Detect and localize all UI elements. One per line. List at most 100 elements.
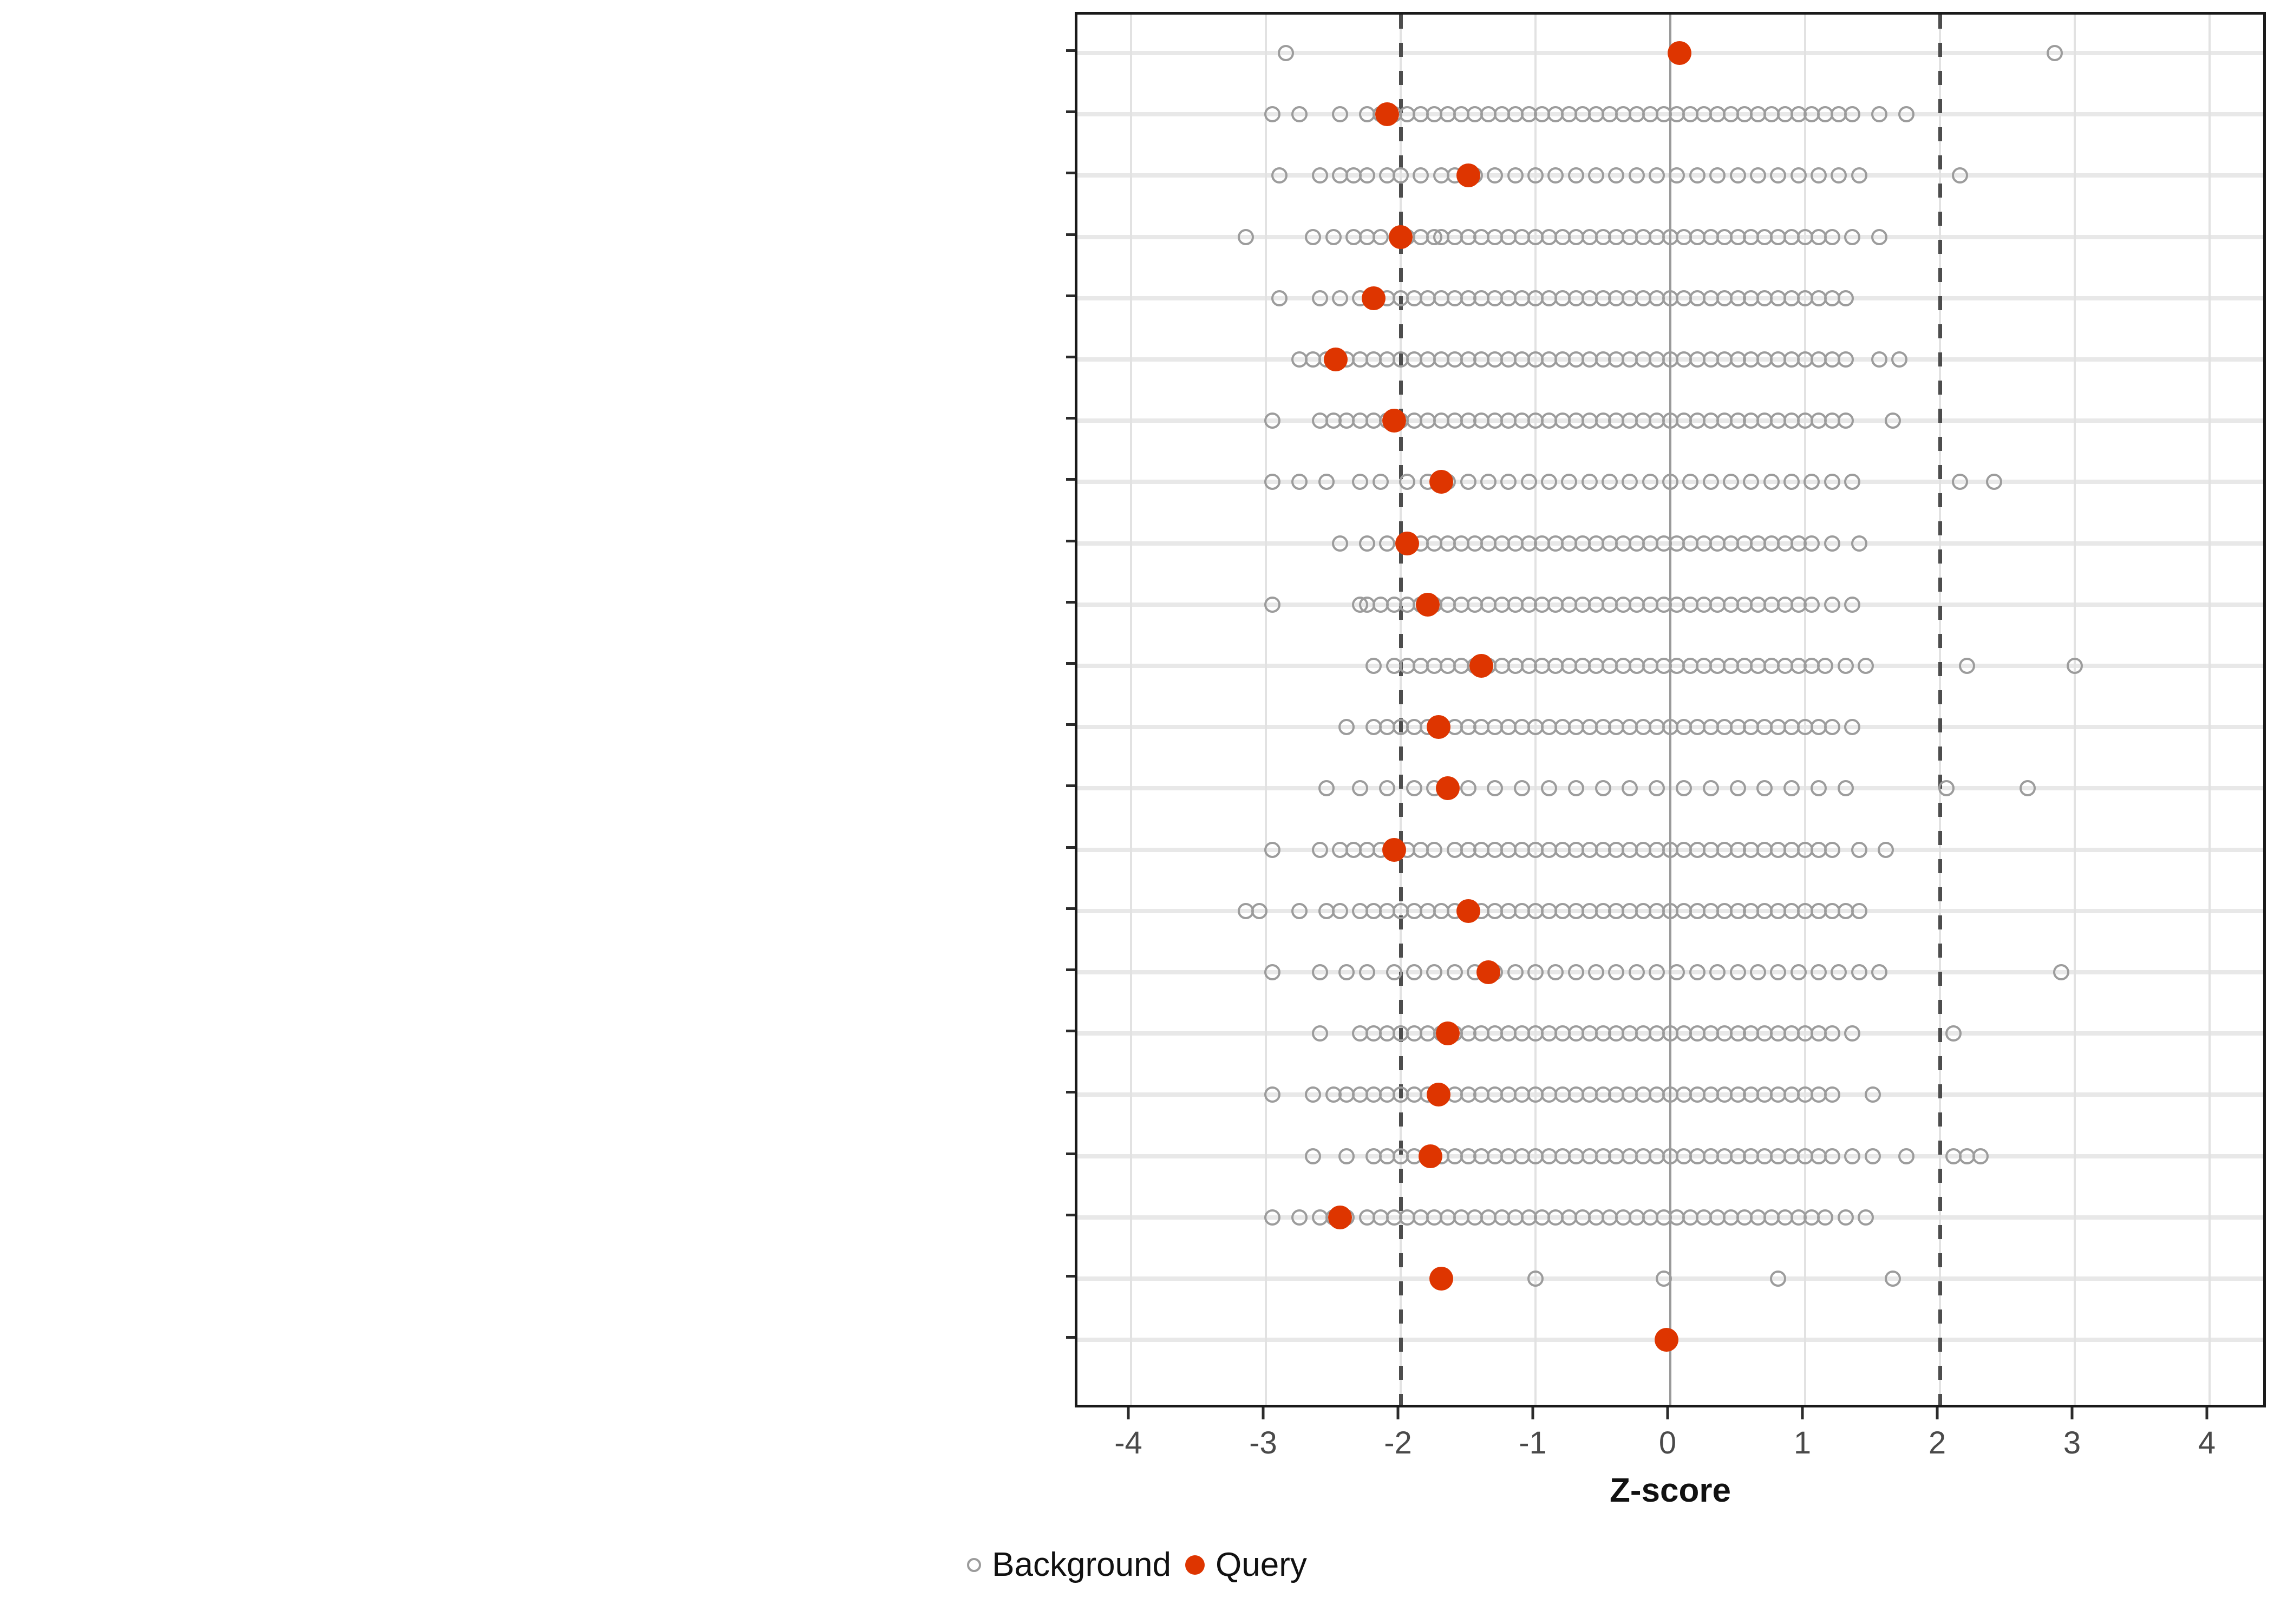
background-point <box>1729 964 1746 980</box>
background-point <box>1311 290 1328 306</box>
background-point <box>1844 228 1861 245</box>
background-point <box>1608 167 1625 184</box>
background-point <box>1649 780 1665 797</box>
y-axis-tick-mark <box>1066 600 1075 604</box>
background-point <box>1567 964 1584 980</box>
query-point[interactable] <box>1382 837 1406 862</box>
background-point <box>1331 535 1348 552</box>
query-point[interactable] <box>1426 715 1450 739</box>
background-point <box>1372 228 1389 245</box>
query-point[interactable] <box>1426 1083 1450 1107</box>
background-point <box>1884 412 1901 429</box>
query-point[interactable] <box>1328 1205 1352 1229</box>
query-point[interactable] <box>1456 163 1480 188</box>
background-point <box>1770 964 1787 980</box>
query-point[interactable] <box>1362 286 1386 310</box>
background-point <box>1743 474 1760 490</box>
x-axis-tick-mark <box>2070 1407 2074 1419</box>
x-gridline <box>1265 15 1267 1405</box>
query-point[interactable] <box>1436 776 1460 801</box>
background-point <box>1460 780 1476 797</box>
query-point[interactable] <box>1324 348 1348 371</box>
y-axis-tick-mark <box>1066 662 1075 665</box>
x-axis-tick-label: 0 <box>1658 1425 1677 1461</box>
background-point <box>1500 474 1517 490</box>
background-point <box>1898 106 1914 123</box>
background-point <box>1264 841 1281 858</box>
y-axis-tick-mark <box>1066 1030 1075 1033</box>
legend-item-background: Background <box>967 1546 1171 1584</box>
y-axis-tick-mark <box>1066 110 1075 114</box>
y-axis-tick-mark <box>1066 478 1075 481</box>
background-point <box>1311 1025 1328 1042</box>
query-point[interactable] <box>1415 592 1440 617</box>
background-point <box>1338 964 1355 980</box>
background-point <box>1426 841 1443 858</box>
background-point <box>1749 964 1766 980</box>
y-axis-tick-mark <box>1066 49 1075 52</box>
query-point[interactable] <box>1382 409 1406 433</box>
background-point <box>1352 780 1369 797</box>
background-point <box>1763 474 1780 490</box>
background-point <box>1561 474 1578 490</box>
background-point <box>2019 780 2036 797</box>
background-point <box>1237 228 1254 245</box>
x-axis-tick-mark <box>1936 1407 1939 1419</box>
background-point <box>1655 1271 1672 1287</box>
query-point[interactable] <box>1469 654 1494 678</box>
y-axis-tick-mark <box>1066 907 1075 910</box>
background-point <box>1527 1271 1544 1287</box>
background-point <box>1595 780 1611 797</box>
background-point <box>1480 474 1497 490</box>
background-point <box>1649 167 1665 184</box>
x-axis-title: Z-score <box>1610 1472 1731 1509</box>
query-point[interactable] <box>1476 960 1500 984</box>
open-circle-icon <box>967 1557 982 1572</box>
background-point <box>1851 167 1867 184</box>
background-point <box>1264 412 1281 429</box>
background-point <box>1264 596 1281 613</box>
query-point[interactable] <box>1429 1267 1453 1291</box>
query-point[interactable] <box>1668 41 1692 65</box>
background-point <box>1864 1086 1881 1103</box>
query-point[interactable] <box>1436 1021 1460 1046</box>
background-point <box>1540 474 1557 490</box>
background-point <box>1851 964 1867 980</box>
background-point <box>1628 964 1645 980</box>
background-point <box>1824 474 1840 490</box>
background-point <box>1669 964 1685 980</box>
query-point[interactable] <box>1456 899 1480 923</box>
query-point[interactable] <box>1375 102 1400 127</box>
background-point <box>1817 1209 1834 1226</box>
background-point <box>1305 228 1322 245</box>
background-point <box>1331 106 1348 123</box>
plot-panel <box>1075 12 2266 1407</box>
background-point <box>1588 167 1605 184</box>
background-point <box>1844 106 1861 123</box>
query-point[interactable] <box>1389 225 1413 249</box>
background-point <box>1278 45 1295 61</box>
background-point <box>1372 474 1389 490</box>
x-axis-tick-mark <box>1127 1407 1130 1419</box>
background-point <box>1837 1209 1854 1226</box>
query-point[interactable] <box>1395 531 1420 555</box>
background-point <box>1729 780 1746 797</box>
query-point[interactable] <box>1429 470 1453 494</box>
y-axis-tick-mark <box>1066 1091 1075 1094</box>
background-point <box>1318 474 1335 490</box>
x-axis-tick-label: -2 <box>1384 1425 1412 1461</box>
background-point <box>1547 167 1564 184</box>
x-axis-tick-label: 3 <box>2063 1425 2081 1461</box>
background-point <box>1547 964 1564 980</box>
background-point <box>2046 45 2063 61</box>
query-point[interactable] <box>1418 1144 1442 1168</box>
background-point <box>1291 474 1308 490</box>
background-point <box>1338 719 1355 736</box>
background-point <box>1291 106 1308 123</box>
background-point <box>1379 535 1396 552</box>
background-point <box>1985 474 2002 490</box>
background-point <box>1884 1271 1901 1287</box>
query-point[interactable] <box>1654 1328 1678 1352</box>
background-point <box>1305 1086 1322 1103</box>
reference-line--2 <box>1399 15 1403 1405</box>
